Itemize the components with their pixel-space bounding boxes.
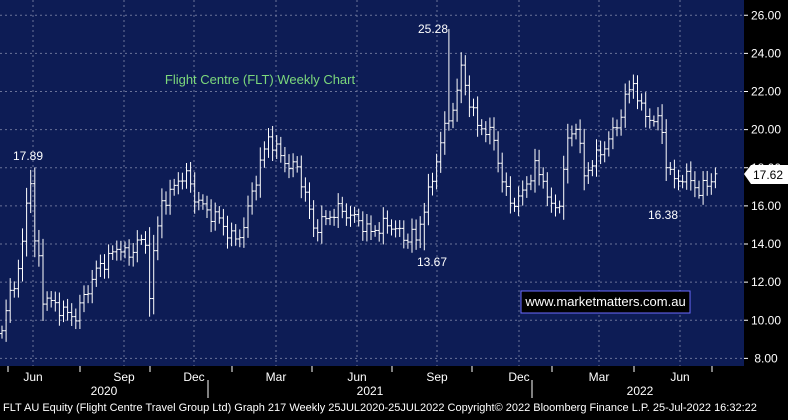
x-tick-label: Dec <box>183 370 204 384</box>
price-annotation: 16.38 <box>648 208 678 222</box>
x-tick-label: Sep <box>113 370 135 384</box>
x-year-label: 2020 <box>91 384 118 398</box>
price-annotation: 25.28 <box>418 22 448 36</box>
x-tick-label: Dec <box>508 370 529 384</box>
y-tick-label: 14.00 <box>751 237 781 251</box>
y-tick-label: 24.00 <box>751 46 781 60</box>
x-tick-label: Jun <box>23 370 42 384</box>
x-tick-label: Mar <box>589 370 610 384</box>
price-bars <box>0 28 718 342</box>
watermark-box <box>520 290 691 314</box>
footer-background <box>0 398 788 415</box>
grid <box>0 0 748 398</box>
footer-text: FLT AU Equity (Flight Centre Travel Grou… <box>3 402 757 414</box>
x-tick-label: Sep <box>426 370 448 384</box>
last-price-label: 17.62 <box>753 168 783 182</box>
last-price-marker <box>744 165 788 184</box>
y-tick-label: 12.00 <box>751 275 781 289</box>
y-tick-label: 16.00 <box>751 199 781 213</box>
price-annotation: 13.67 <box>417 255 447 269</box>
chart-title: Flight Centre (FLT) Weekly Chart <box>165 72 356 87</box>
y-tick-label: 26.00 <box>751 8 781 22</box>
y-tick-label: 22.00 <box>751 85 781 99</box>
y-tick-label: 20.00 <box>751 123 781 137</box>
axis-labels: 8.0010.0012.0014.0016.0018.0020.0022.002… <box>13 8 781 398</box>
x-tick-label: Mar <box>266 370 287 384</box>
axis-panel-background <box>744 0 788 415</box>
y-tick-label: 10.00 <box>751 313 781 327</box>
watermark-text: www.marketmatters.com.au <box>524 294 685 309</box>
x-tick-label: Jun <box>347 370 366 384</box>
x-tick-label: Jun <box>670 370 689 384</box>
x-year-label: 2022 <box>627 384 654 398</box>
price-annotation: 17.89 <box>13 149 43 163</box>
y-tick-label: 8.00 <box>754 351 778 365</box>
x-year-label: 2021 <box>357 384 384 398</box>
